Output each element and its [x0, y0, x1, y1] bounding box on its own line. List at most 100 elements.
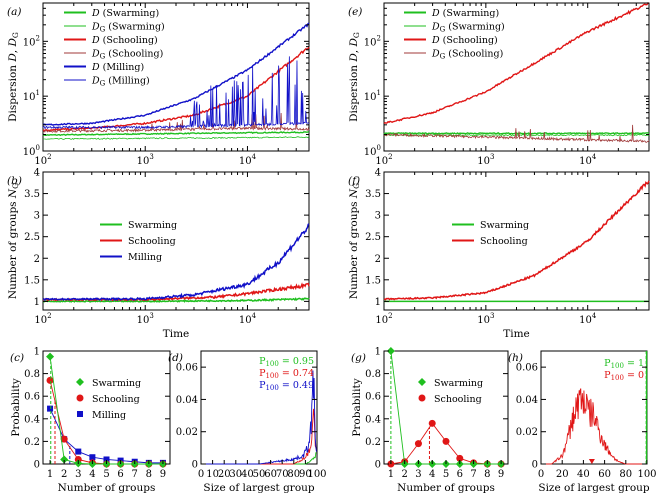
x-tick-label: 1	[388, 469, 394, 480]
panel-label: (f)	[348, 175, 360, 187]
panel-a: D (Swarming) DG (Swarming)D (Schooling) DG…	[7, 2, 310, 152]
panel-g: 1 2 3 4 5 6 7 8 900.20.40.60.81SwarmingSchooling…	[351, 347, 509, 494]
y-axis-label: Probability	[351, 378, 363, 436]
x-tick-label: 9	[498, 469, 504, 480]
legend-label: Schooling	[480, 236, 528, 247]
series-line	[42, 223, 310, 302]
y-tick-label: 102	[364, 34, 381, 48]
x-tick-label: 103	[477, 312, 494, 326]
x-tick-label: 103	[137, 312, 154, 326]
y-tick-label: 0.2	[365, 437, 381, 448]
y-tick-label: 4	[34, 168, 40, 179]
x-tick-label: 80	[287, 469, 300, 480]
legend-label: DG (Swarming)	[431, 22, 505, 34]
series-line	[42, 136, 310, 140]
y-tick-label: 0.6	[24, 392, 40, 403]
data-point	[456, 454, 464, 462]
x-tick-label: 40	[241, 469, 254, 480]
y-tick-label: 0.4	[24, 414, 40, 425]
x-tick-label: 8	[484, 469, 490, 480]
panel-f: 1 1.5 2 2.5 3 3.5 4 Swarming Schooling (f)Number …	[348, 168, 650, 340]
annotation: P100 = 0.74	[259, 368, 314, 380]
x-tick-label: 102	[34, 153, 51, 167]
y-tick-label: 3	[375, 211, 381, 222]
x-axis-label: Size of largest group	[203, 482, 315, 494]
x-tick-label: 2	[61, 469, 67, 480]
legend-label: D (Milling)	[91, 62, 144, 73]
series-line	[541, 388, 647, 465]
data-point	[418, 378, 426, 386]
y-tick-label: 100	[23, 144, 40, 158]
legend-label: DG (Schooling)	[91, 49, 163, 61]
series-line	[42, 113, 310, 134]
panel-label: (e)	[348, 6, 362, 18]
x-axis-label: Number of groups	[397, 482, 495, 494]
x-tick-label: 10	[206, 469, 219, 480]
x-tick-label: 30	[229, 469, 242, 480]
legend-label: Swarming	[92, 378, 141, 389]
data-point	[442, 437, 450, 445]
y-tick-label: 0	[375, 460, 381, 471]
x-tick-label: 3	[75, 469, 81, 480]
plot-frame	[383, 2, 650, 152]
x-tick-label: 8	[146, 469, 152, 480]
x-tick-label: 103	[477, 153, 494, 167]
data-point	[77, 411, 83, 417]
y-tick-label: 0.2	[24, 437, 40, 448]
series-line	[201, 408, 317, 465]
mean-marker	[588, 459, 595, 464]
y-tick-label: 1	[34, 297, 40, 308]
y-tick-label: 1	[375, 347, 381, 358]
x-tick-label: 102	[375, 153, 392, 167]
y-tick-label: 2.5	[365, 232, 381, 243]
y-axis-label: Dispersion D, DG	[348, 32, 361, 122]
x-tick-label: 90	[299, 469, 312, 480]
y-tick-label: 2	[375, 254, 381, 265]
y-tick-label: 3.5	[24, 189, 40, 200]
data-point	[60, 455, 69, 464]
x-tick-label: 20	[218, 469, 231, 480]
x-tick-label: 20	[556, 469, 569, 480]
y-tick-label: 2.5	[24, 232, 40, 243]
x-tick-label: 104	[239, 312, 257, 326]
x-tick-label: 104	[579, 312, 597, 326]
series-line	[49, 380, 163, 465]
panel-label: (h)	[508, 352, 523, 364]
series-line	[390, 350, 502, 465]
x-tick-label: 100	[637, 469, 656, 480]
data-point	[76, 394, 84, 402]
y-tick-label: 0.6	[365, 392, 381, 403]
y-tick-label: 100	[364, 144, 381, 158]
legend-label: D (Schooling)	[91, 35, 158, 46]
y-axis-label: Probability	[10, 378, 22, 436]
x-tick-label: 5	[103, 469, 109, 480]
y-tick-label: 0.8	[365, 369, 381, 380]
y-tick-label: 0	[34, 460, 40, 471]
legend-label: Milling	[128, 252, 162, 263]
y-tick-label: 102	[23, 34, 40, 48]
y-axis-label: Dispersion D, DG	[7, 32, 20, 122]
x-tick-label: 3	[415, 469, 421, 480]
data-point	[103, 456, 110, 463]
y-tick-label: 0.02	[516, 427, 538, 438]
x-axis-label: Time	[163, 328, 190, 340]
x-tick-label: 104	[579, 153, 597, 167]
panel-c: 1 2 3 4 5 6 7 8 900.20.40.60.81SwarmingSchooling…	[10, 347, 171, 494]
panel-label: (d)	[168, 352, 183, 364]
x-tick-label: 100	[307, 469, 326, 480]
series-line	[42, 56, 310, 130]
data-point	[46, 352, 55, 361]
legend-label: Swarming	[480, 220, 529, 231]
x-tick-label: 102	[34, 312, 51, 326]
series-line	[42, 131, 310, 137]
panel-label: (b)	[7, 175, 22, 187]
data-point	[46, 376, 54, 384]
y-tick-label: 0	[192, 460, 198, 471]
x-tick-label: 40	[577, 469, 590, 480]
y-tick-label: 0.04	[176, 395, 198, 406]
y-axis-label: Number of groups NG	[7, 183, 20, 299]
legend-label: Milling	[92, 410, 126, 421]
x-tick-label: 7	[470, 469, 476, 480]
panel-e: D (Swarming) DG (Swarming)D (Schooling) DG…	[348, 2, 650, 152]
